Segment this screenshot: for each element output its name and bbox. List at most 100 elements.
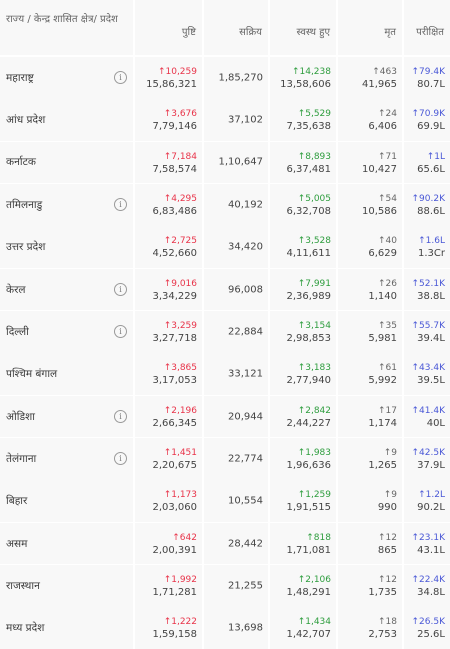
table-row[interactable]: ओडिशा i ↑2,196 2,66,345 20,944 ↑2,842 2,… <box>0 395 450 438</box>
confirmed-value: 3,34,229 <box>152 290 197 302</box>
table-row[interactable]: राजस्थान ↑1,992 1,71,281 21,255 ↑2,106 1… <box>0 565 450 607</box>
recovered-delta: ↑1,983 <box>297 448 331 459</box>
state-cell[interactable]: बिहार <box>0 480 133 523</box>
header-state[interactable]: राज्य / केन्द्र शासित क्षेत्र/ प्रदेश <box>0 0 133 55</box>
tested-delta: ↑41.4K <box>411 405 445 416</box>
recovered-cell: ↑818 1,71,081 <box>270 522 336 565</box>
state-cell[interactable]: तमिलनाडु i <box>0 184 133 226</box>
recovered-delta: ↑14,238 <box>291 67 331 77</box>
state-cell[interactable]: राजस्थान <box>0 565 133 607</box>
active-value: 22,774 <box>228 453 263 465</box>
recovered-delta: ↑3,154 <box>297 321 331 332</box>
header-active[interactable]: सक्रिय <box>204 0 268 55</box>
active-cell: 20,944 <box>204 395 268 438</box>
active-cell: 22,774 <box>204 438 268 480</box>
state-cell[interactable]: केरल i <box>0 268 133 311</box>
deceased-value: 6,406 <box>368 121 397 133</box>
confirmed-delta: ↑7,184 <box>163 151 197 162</box>
state-name: बिहार <box>6 495 28 508</box>
deceased-delta: ↑54 <box>378 194 397 205</box>
state-name: पश्चिम बंगाल <box>6 368 58 381</box>
tested-delta: ↑1.6L <box>418 236 445 247</box>
table-row[interactable]: मध्य प्रदेश ↑1,222 1,59,158 13,698 ↑1,43… <box>0 607 450 649</box>
tested-value: 43.1L <box>417 544 445 556</box>
state-name: ओडिशा <box>6 410 35 423</box>
table-row[interactable]: दिल्ली i ↑3,259 3,27,718 22,884 ↑3,154 2… <box>0 311 450 353</box>
recovered-value: 2,98,853 <box>286 333 331 345</box>
deceased-cell: ↑54 10,586 <box>338 184 402 226</box>
deceased-delta: ↑9 <box>383 490 397 501</box>
header-deceased-label: मृत <box>384 27 396 38</box>
table-row[interactable]: पश्चिम बंगाल ↑3,865 3,17,053 33,121 ↑3,1… <box>0 353 450 395</box>
active-value: 22,884 <box>228 326 263 338</box>
table-row[interactable]: बिहार ↑1,173 2,03,060 10,554 ↑1,259 1,91… <box>0 480 450 523</box>
deceased-delta: ↑17 <box>378 405 397 416</box>
state-name: असम <box>6 537 28 550</box>
confirmed-delta: ↑9,016 <box>163 278 197 289</box>
state-cell[interactable]: उत्तर प्रदेश <box>0 226 133 268</box>
confirmed-cell: ↑2,196 2,66,345 <box>135 395 202 438</box>
info-icon[interactable]: i <box>114 198 127 212</box>
state-cell[interactable]: ओडिशा i <box>0 395 133 438</box>
table-row[interactable]: तेलंगाना i ↑1,451 2,20,675 22,774 ↑1,983… <box>0 438 450 480</box>
state-name: राजस्थान <box>6 579 40 592</box>
recovered-value: 1,48,291 <box>286 587 331 599</box>
table-row[interactable]: महाराष्ट्र i ↑10,259 15,86,321 1,85,270 … <box>0 57 450 99</box>
table-row[interactable]: असम ↑642 2,00,391 28,442 ↑818 1,71,081 ↑… <box>0 522 450 565</box>
table-row[interactable]: तमिलनाडु i ↑4,295 6,83,486 40,192 ↑5,005… <box>0 184 450 226</box>
recovered-value: 6,37,481 <box>286 163 331 175</box>
recovered-delta: ↑1,434 <box>297 617 331 628</box>
state-cell[interactable]: दिल्ली i <box>0 311 133 353</box>
header-confirmed-label: पुष्टि <box>181 27 196 38</box>
confirmed-value: 2,00,391 <box>152 544 197 556</box>
confirmed-delta: ↑642 <box>172 532 197 543</box>
tested-value: 80.7L <box>417 79 445 90</box>
header-recovered[interactable]: स्वस्थ हुए <box>270 0 336 55</box>
deceased-delta: ↑71 <box>378 151 397 162</box>
table-row[interactable]: उत्तर प्रदेश ↑2,725 4,52,660 34,420 ↑3,5… <box>0 226 450 268</box>
state-cell[interactable]: असम <box>0 522 133 565</box>
header-confirmed[interactable]: पुष्टि <box>135 0 202 55</box>
recovered-value: 4,11,611 <box>286 248 331 260</box>
table-row[interactable]: आंध प्रदेश ↑3,676 7,79,146 37,102 ↑5,529… <box>0 99 450 141</box>
confirmed-cell: ↑9,016 3,34,229 <box>135 268 202 311</box>
info-icon[interactable]: i <box>114 283 127 297</box>
recovered-delta: ↑1,259 <box>297 490 331 501</box>
info-icon[interactable]: i <box>114 410 127 424</box>
table-row[interactable]: कर्नाटक ↑7,184 7,58,574 1,10,647 ↑8,893 … <box>0 141 450 184</box>
state-cell[interactable]: कर्नाटक <box>0 141 133 184</box>
info-icon[interactable]: i <box>114 71 127 85</box>
confirmed-value: 2,03,060 <box>152 502 197 514</box>
confirmed-value: 1,59,158 <box>152 629 197 641</box>
tested-delta: ↑55.7K <box>411 321 445 332</box>
recovered-cell: ↑8,893 6,37,481 <box>270 141 336 184</box>
recovered-cell: ↑1,259 1,91,515 <box>270 480 336 523</box>
state-cell[interactable]: आंध प्रदेश <box>0 99 133 141</box>
table-row[interactable]: केरल i ↑9,016 3,34,229 96,008 ↑7,991 2,3… <box>0 268 450 311</box>
active-cell: 1,10,647 <box>204 141 268 184</box>
active-cell: 40,192 <box>204 184 268 226</box>
confirmed-delta: ↑1,992 <box>163 575 197 586</box>
active-value: 37,102 <box>228 114 263 126</box>
tested-delta: ↑70.9K <box>411 109 445 120</box>
recovered-delta: ↑7,991 <box>297 278 331 289</box>
active-cell: 34,420 <box>204 226 268 268</box>
state-cell[interactable]: तेलंगाना i <box>0 438 133 480</box>
header-active-label: सक्रिय <box>239 27 262 38</box>
confirmed-value: 4,52,660 <box>152 248 197 260</box>
confirmed-cell: ↑3,259 3,27,718 <box>135 311 202 353</box>
confirmed-delta: ↑3,259 <box>163 321 197 332</box>
state-cell[interactable]: मध्य प्रदेश <box>0 607 133 649</box>
tested-cell: ↑1.6L 1.3Cr <box>404 226 450 268</box>
header-deceased[interactable]: मृत <box>338 0 402 55</box>
state-cell[interactable]: महाराष्ट्र i <box>0 57 133 99</box>
active-value: 28,442 <box>228 538 263 550</box>
deceased-value: 990 <box>377 502 397 514</box>
confirmed-cell: ↑7,184 7,58,574 <box>135 141 202 184</box>
recovered-value: 6,32,708 <box>286 206 331 218</box>
info-icon[interactable]: i <box>114 452 127 466</box>
state-cell[interactable]: पश्चिम बंगाल <box>0 353 133 395</box>
info-icon[interactable]: i <box>114 325 127 339</box>
header-tested[interactable]: परीक्षित <box>404 0 450 55</box>
recovered-value: 7,35,638 <box>286 121 331 133</box>
